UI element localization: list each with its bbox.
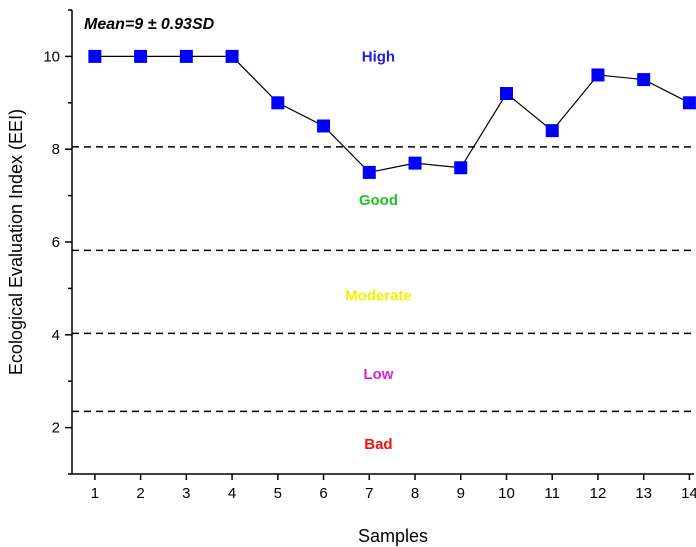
data-point bbox=[88, 49, 102, 63]
y-tick-label: 10 bbox=[43, 48, 60, 65]
x-tick-label: 3 bbox=[182, 485, 190, 502]
zone-label-high: High bbox=[362, 48, 395, 65]
y-tick-label: 6 bbox=[52, 234, 60, 251]
series-line bbox=[94, 55, 690, 174]
x-tick-label: 1 bbox=[91, 485, 99, 502]
data-point bbox=[499, 87, 513, 101]
x-tick-label: 7 bbox=[365, 485, 373, 502]
zone-labels: High Good Moderate Low Bad bbox=[345, 48, 412, 452]
zone-label-bad: Bad bbox=[364, 436, 392, 453]
x-tick-label: 5 bbox=[274, 485, 282, 502]
x-axis-title: Samples bbox=[358, 526, 428, 546]
zone-label-moderate: Moderate bbox=[345, 287, 412, 304]
x-tick-label: 11 bbox=[544, 485, 560, 502]
x-tick-label: 14 bbox=[681, 485, 696, 502]
x-tick-label: 10 bbox=[498, 485, 515, 502]
x-tick-label: 9 bbox=[457, 485, 465, 502]
x-tick-label: 12 bbox=[590, 485, 607, 502]
data-point bbox=[591, 68, 605, 82]
data-series bbox=[88, 49, 696, 179]
data-point bbox=[454, 161, 468, 175]
data-point bbox=[637, 73, 651, 87]
data-point bbox=[545, 124, 559, 138]
data-point bbox=[317, 119, 331, 133]
data-point bbox=[682, 96, 696, 110]
y-axis-title: Ecological Evaluation Index (EEI) bbox=[6, 109, 26, 375]
data-point bbox=[271, 96, 285, 110]
data-point bbox=[225, 49, 239, 63]
mean-sd-annotation: Mean=9 ± 0.93SD bbox=[84, 16, 215, 33]
threshold-lines bbox=[72, 146, 694, 413]
data-point bbox=[179, 49, 193, 63]
zone-label-good: Good bbox=[359, 192, 398, 209]
x-tick-label: 2 bbox=[136, 485, 144, 502]
data-point bbox=[408, 156, 422, 170]
data-point bbox=[134, 49, 148, 63]
x-tick-label: 8 bbox=[411, 485, 419, 502]
y-tick-label: 2 bbox=[52, 420, 60, 437]
x-tick-label: 4 bbox=[228, 485, 236, 502]
y-tick-label: 8 bbox=[52, 141, 60, 158]
x-tick-label: 6 bbox=[319, 485, 327, 502]
x-tick-label: 13 bbox=[635, 485, 652, 502]
zone-label-low: Low bbox=[363, 366, 393, 383]
y-tick-label: 4 bbox=[52, 327, 60, 344]
data-point bbox=[362, 165, 376, 179]
